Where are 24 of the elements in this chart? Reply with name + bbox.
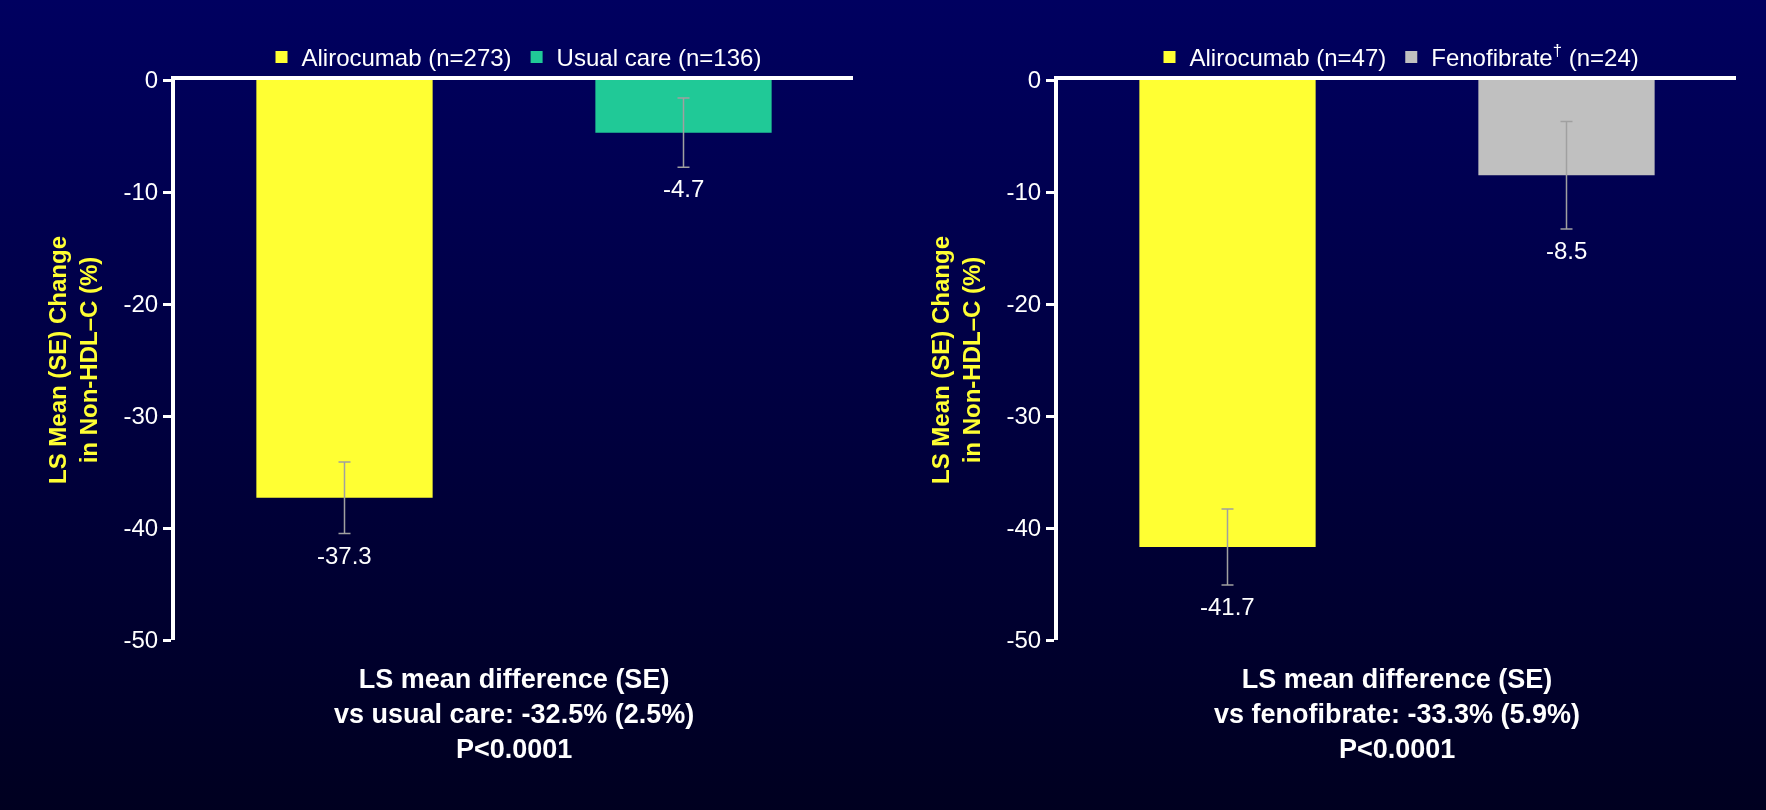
y-tick-label: -30 [123,402,159,430]
y-tick-label: -50 [123,626,159,654]
text: LS mean difference (SE) vs fenofibrate: -33.3% (5.9%) P<0.0001 [1214,664,1581,765]
y-axis-title: LS Mean (SE) Change in Non-HDL–C (%) [926,235,986,485]
y-tick-label: -50 [1006,626,1042,654]
text: LS mean difference (SE) vs usual care: -32.5% (2.5%) P<0.0001 [334,664,695,765]
y-tick-label: 0 [1027,66,1042,94]
legend-label: Alirocumab (n=47) [1189,44,1387,72]
legend-label: Alirocumab (n=273) [301,44,512,72]
data-label: -37.3 [317,542,372,569]
legend-label: Fenofibrate$^{†}$ (n=24) [1431,41,1639,72]
y-tick-label: -20 [1006,290,1042,318]
y-tick-label: -10 [1006,178,1042,206]
legend-label: Usual care (n=136) [556,44,762,72]
y-tick-label: -10 [123,178,159,206]
y-tick-label: -30 [1006,402,1042,430]
data-label: -41.7 [1200,593,1255,620]
data-label: -8.5 [1546,237,1588,264]
data-label: -4.7 [663,175,705,202]
y-tick-label: -40 [123,514,159,542]
y-tick-label: -40 [1006,514,1042,542]
y-tick-label: 0 [144,66,159,94]
y-tick-label: -20 [123,290,159,318]
y-axis-title: LS Mean (SE) Change in Non-HDL–C (%) [43,235,103,485]
